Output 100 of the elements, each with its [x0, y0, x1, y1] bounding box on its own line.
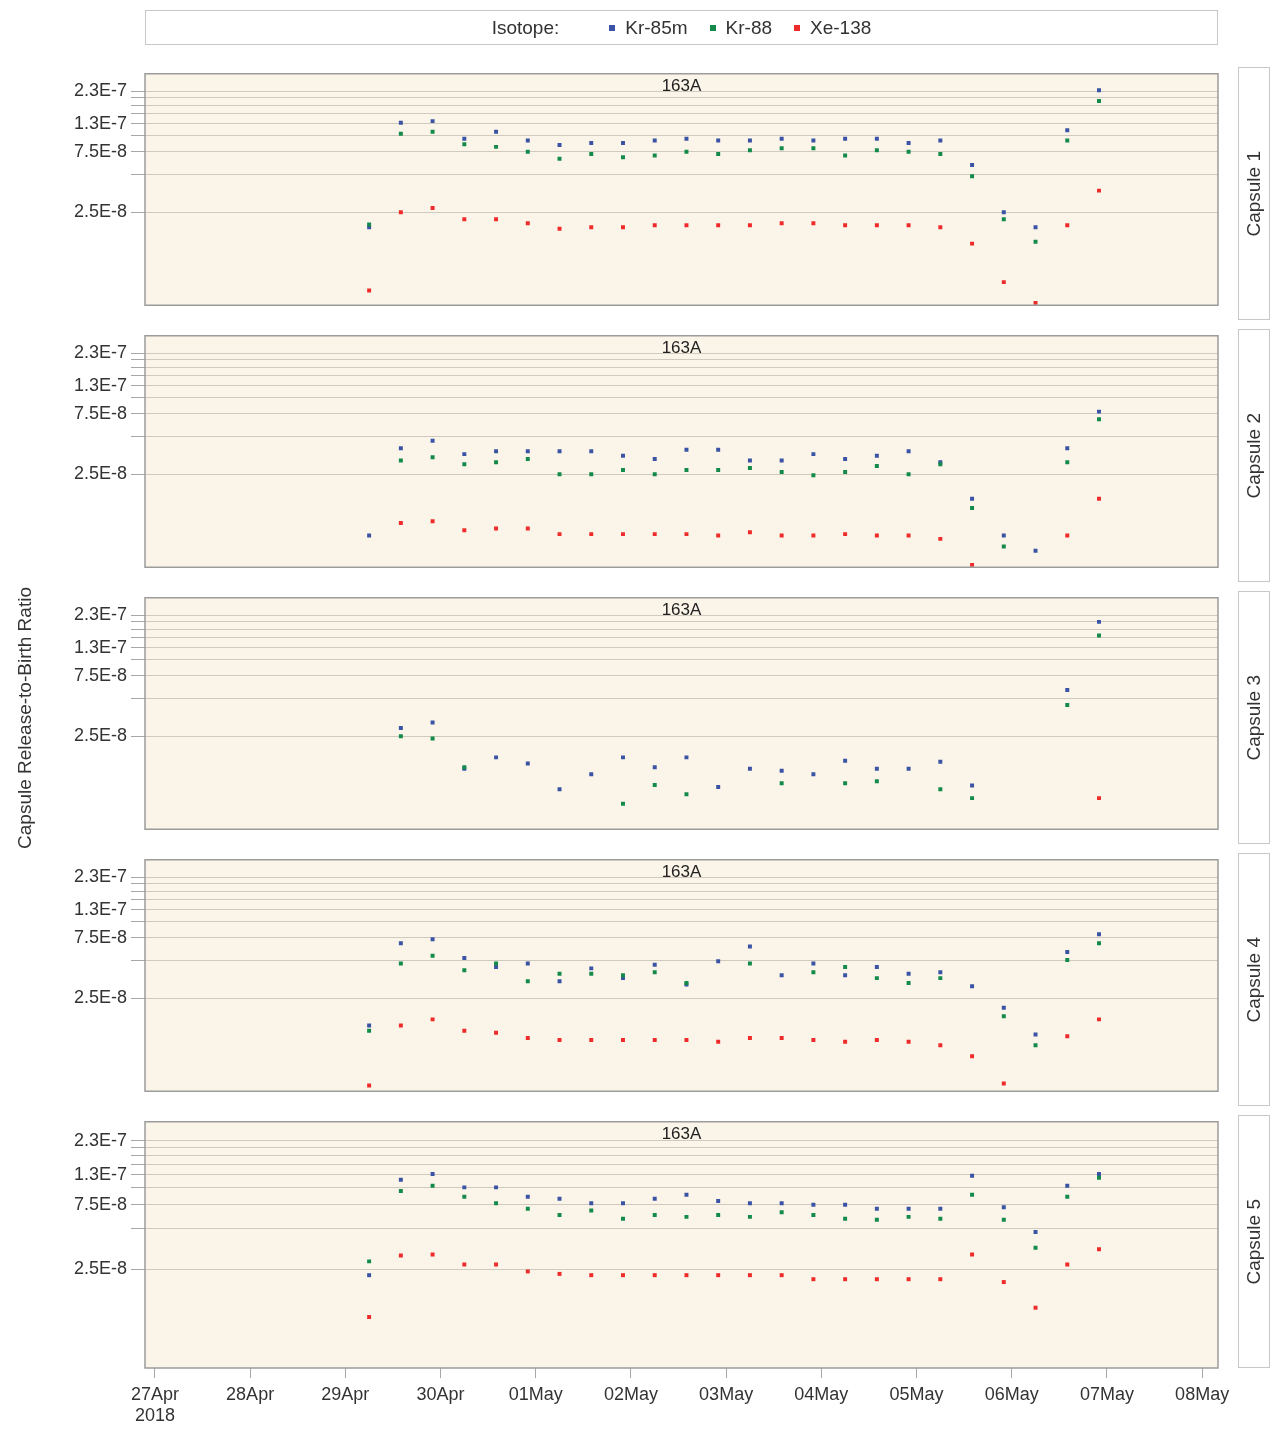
point [652, 532, 657, 537]
point [398, 520, 403, 525]
point [811, 1212, 816, 1217]
point [1065, 128, 1070, 133]
point [684, 1273, 689, 1278]
point [716, 138, 721, 143]
point [874, 464, 879, 468]
y-tick-label: 2.3E-7 [73, 1129, 127, 1150]
legend-label: Kr-85m [625, 16, 688, 39]
x-tick-label: 28Apr [226, 1383, 275, 1404]
point [1065, 958, 1070, 963]
point [970, 796, 975, 801]
point [843, 1277, 848, 1282]
point [874, 1217, 879, 1222]
legend-label: Xe-138 [810, 16, 872, 39]
point [494, 449, 499, 454]
point [398, 726, 403, 730]
point [557, 226, 562, 231]
point [874, 1277, 879, 1282]
point [525, 1194, 530, 1199]
point [557, 532, 562, 537]
point [398, 210, 403, 215]
point [430, 953, 435, 958]
point [1001, 217, 1006, 222]
point [1033, 1305, 1038, 1310]
point [1097, 188, 1101, 193]
point [557, 142, 562, 147]
point [621, 755, 625, 760]
point [557, 1037, 562, 1042]
point [874, 136, 879, 141]
point [906, 223, 911, 228]
point [589, 225, 594, 230]
point [462, 968, 467, 973]
point [684, 1037, 689, 1042]
point [525, 138, 530, 143]
point [811, 452, 816, 457]
point [621, 453, 625, 458]
point [779, 1036, 784, 1041]
point [906, 980, 911, 985]
point [652, 765, 657, 770]
point [557, 1212, 562, 1217]
point [779, 146, 784, 151]
point [589, 141, 594, 145]
point [906, 141, 911, 145]
point [1001, 1217, 1006, 1222]
point [1033, 1032, 1038, 1037]
point [811, 138, 816, 143]
y-tick-label: 2.5E-8 [73, 987, 127, 1008]
x-tick-label: 07May [1079, 1383, 1134, 1404]
point [1001, 1014, 1006, 1019]
point [811, 961, 816, 966]
point [906, 533, 911, 538]
point [557, 787, 562, 792]
point [970, 1252, 975, 1257]
x-tick-label: 04May [794, 1383, 849, 1404]
point [589, 449, 594, 454]
point [621, 155, 625, 160]
point [589, 1201, 594, 1206]
point [1065, 533, 1070, 538]
point [779, 1273, 784, 1278]
point [652, 962, 657, 967]
point [716, 785, 721, 790]
point [779, 781, 784, 786]
point [652, 472, 657, 477]
point [1001, 280, 1006, 285]
point [970, 1054, 975, 1059]
point [747, 138, 752, 143]
point [557, 1271, 562, 1276]
point [1001, 1205, 1006, 1210]
y-tick-label: 7.5E-8 [73, 402, 127, 423]
point [1001, 544, 1006, 549]
point [906, 149, 911, 154]
point [430, 205, 435, 210]
y-tick-label: 7.5E-8 [73, 926, 127, 947]
point [398, 131, 403, 136]
y-tick-label: 1.3E-7 [73, 112, 127, 133]
point [462, 955, 467, 960]
x-tick-label: 08May [1175, 1383, 1230, 1404]
y-tick-label: 2.5E-8 [73, 725, 127, 746]
point [494, 961, 499, 966]
point [938, 1216, 943, 1221]
point [684, 532, 689, 537]
point [938, 536, 943, 541]
point [1065, 460, 1070, 465]
legend-label: Kr-88 [725, 16, 773, 39]
point [589, 966, 594, 971]
point [747, 458, 752, 463]
point [906, 1277, 911, 1282]
point [970, 506, 975, 511]
point [430, 455, 435, 460]
point [621, 532, 625, 537]
point [1097, 88, 1101, 93]
point [1001, 1280, 1006, 1285]
point [462, 1194, 467, 1199]
point [1065, 703, 1070, 708]
point [906, 1039, 911, 1044]
point [938, 1043, 943, 1048]
point [684, 1192, 689, 1197]
point [525, 979, 530, 984]
point [398, 941, 403, 946]
